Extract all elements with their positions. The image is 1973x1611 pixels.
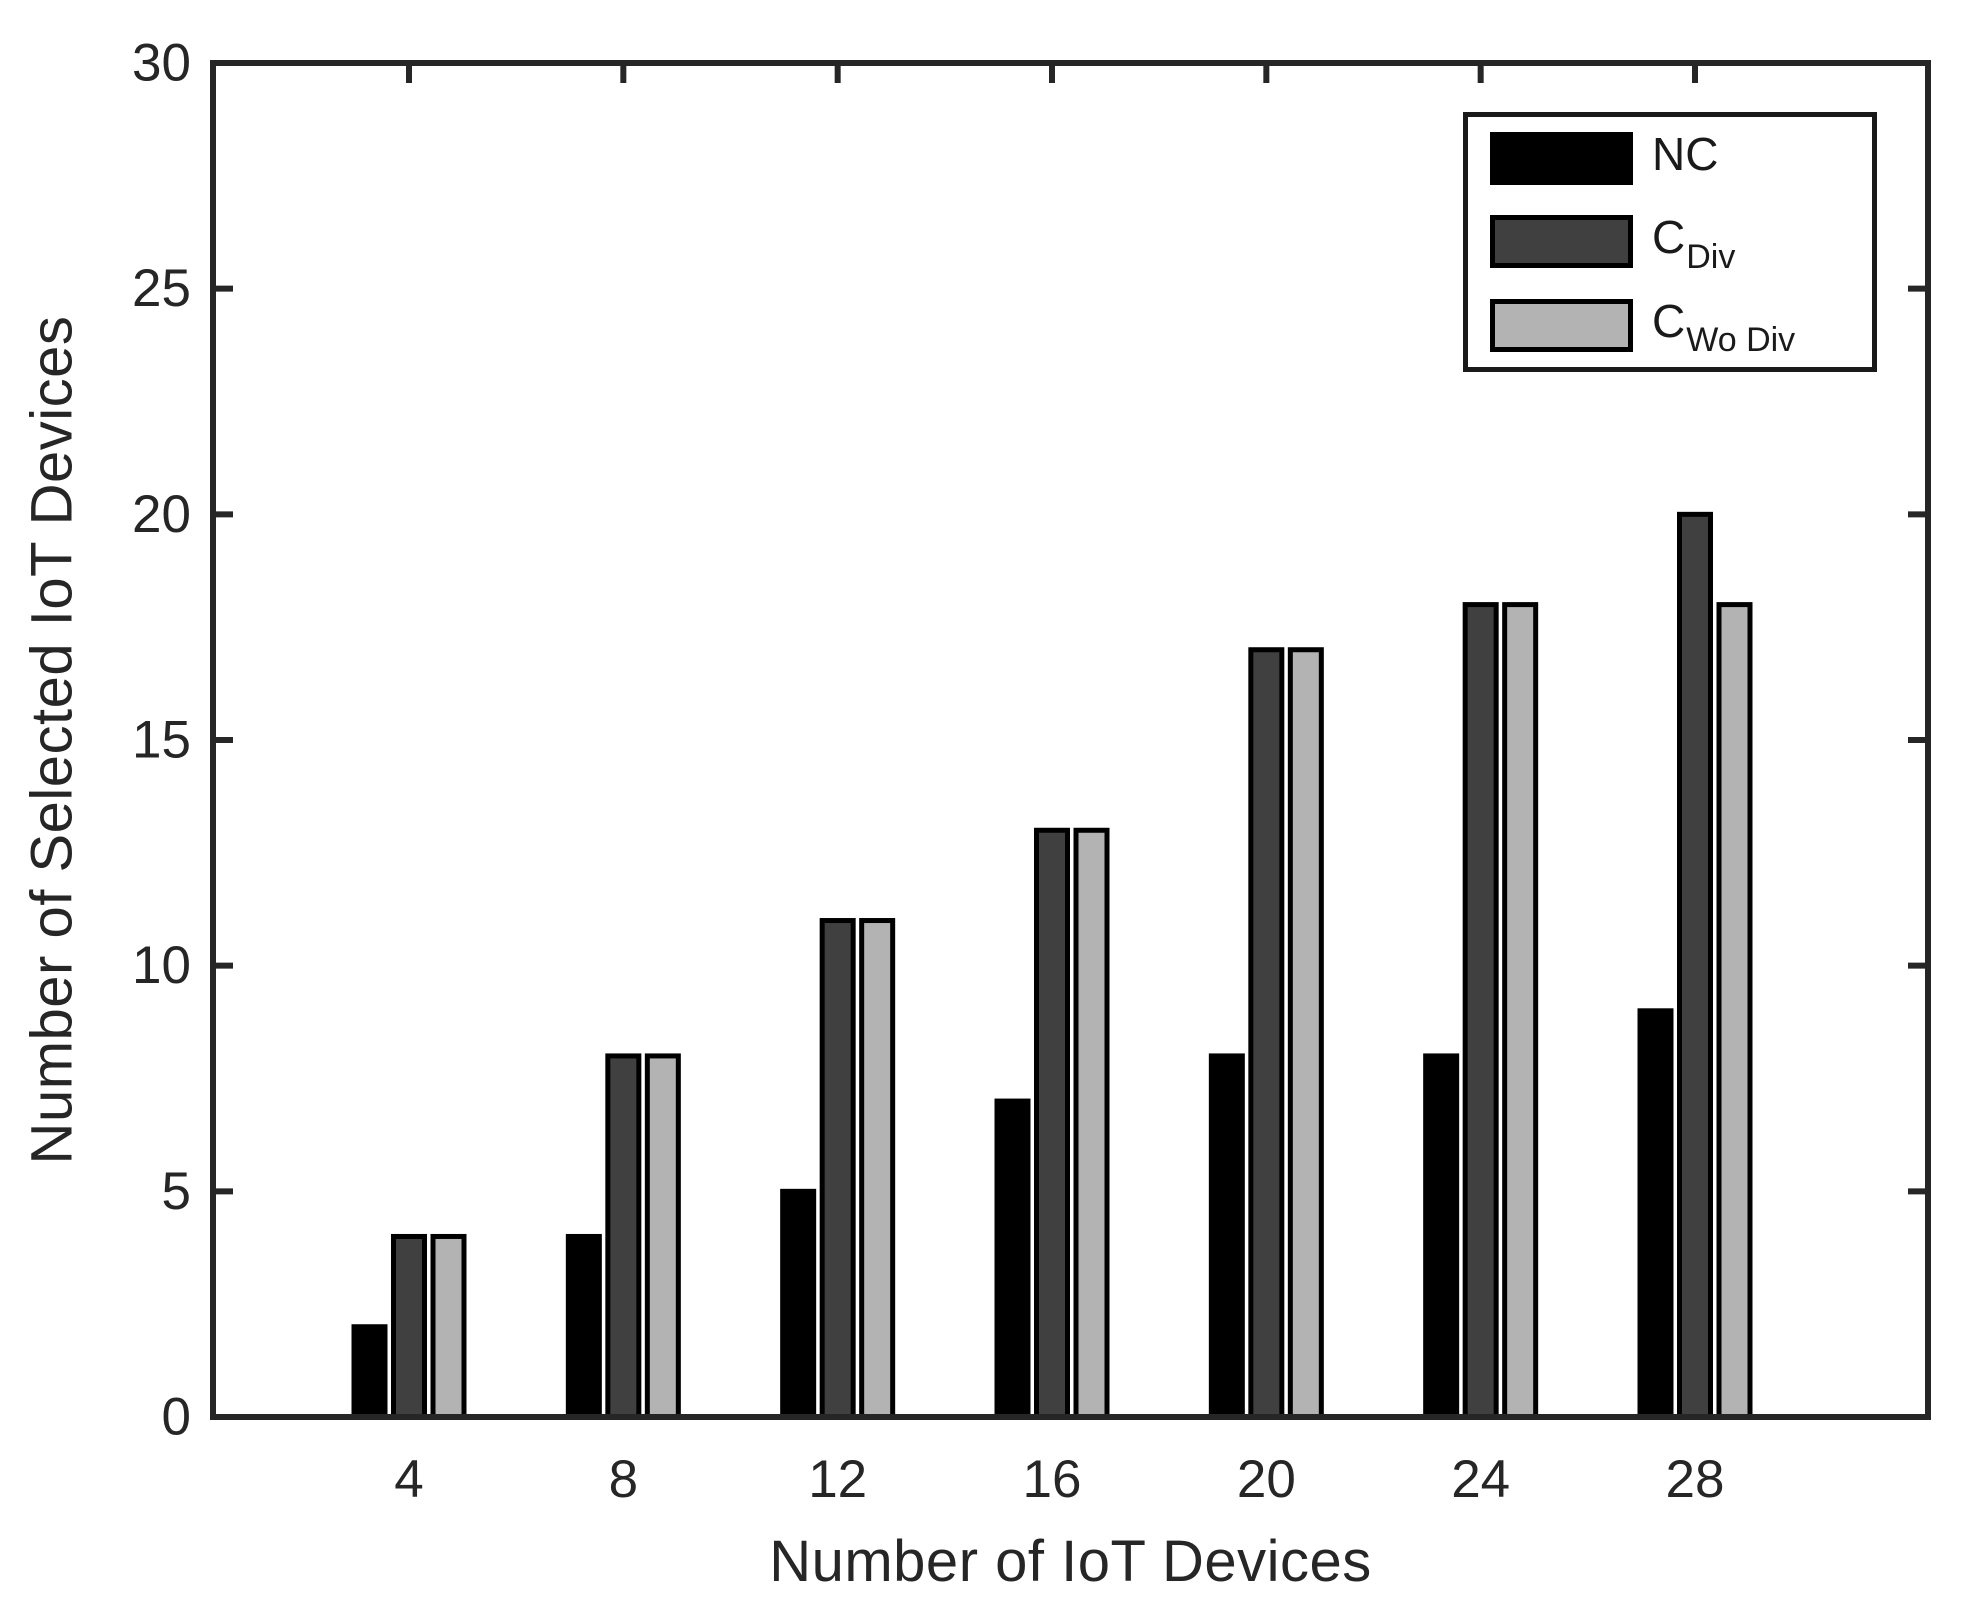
bar-cwodiv-12 bbox=[859, 918, 896, 1420]
legend-label-cdiv: CDiv bbox=[1652, 211, 1735, 273]
bar-nc-20 bbox=[1208, 1053, 1245, 1420]
plot-frame bbox=[210, 60, 1931, 1420]
bar-nc-12 bbox=[780, 1188, 817, 1420]
bar-cwodiv-8 bbox=[644, 1053, 681, 1420]
x-tick-label-4: 4 bbox=[394, 1450, 423, 1509]
y-tick-label-10: 10 bbox=[132, 936, 191, 995]
bar-nc-8 bbox=[565, 1233, 602, 1420]
bar-cdiv-8 bbox=[605, 1053, 642, 1420]
x-tick-label-24: 24 bbox=[1451, 1450, 1510, 1509]
legend-label-cwodiv: CWo Div bbox=[1652, 294, 1795, 357]
legend: NC CDiv CWo Div bbox=[1463, 112, 1877, 372]
bar-cdiv-16 bbox=[1034, 827, 1070, 1420]
bar-cwodiv-16 bbox=[1073, 827, 1110, 1420]
bar-nc-4 bbox=[351, 1324, 388, 1420]
x-tick-label-8: 8 bbox=[609, 1450, 638, 1509]
legend-label-main: C bbox=[1652, 294, 1686, 347]
y-tick-label-25: 25 bbox=[132, 259, 191, 318]
bar-cdiv-4 bbox=[391, 1233, 427, 1420]
x-tick-label-16: 16 bbox=[1023, 1450, 1082, 1509]
bar-nc-16 bbox=[994, 1098, 1031, 1420]
legend-entry-cdiv: CDiv bbox=[1468, 200, 1872, 283]
legend-label-main: C bbox=[1652, 211, 1686, 264]
bar-nc-24 bbox=[1423, 1053, 1460, 1420]
y-tick-label-30: 30 bbox=[132, 34, 191, 93]
bar-cdiv-24 bbox=[1462, 602, 1499, 1420]
y-tick-label-5: 5 bbox=[162, 1162, 191, 1221]
y-tick-label-20: 20 bbox=[132, 485, 191, 544]
x-tick-label-12: 12 bbox=[808, 1450, 867, 1509]
bar-cwodiv-20 bbox=[1287, 647, 1324, 1420]
legend-label-sub: Wo Div bbox=[1686, 320, 1796, 359]
bar-cwodiv-28 bbox=[1716, 602, 1753, 1420]
bar-cdiv-28 bbox=[1677, 511, 1713, 1420]
legend-label-nc: NC bbox=[1652, 131, 1718, 186]
y-tick-label-0: 0 bbox=[162, 1388, 191, 1447]
legend-label-main: NC bbox=[1652, 128, 1719, 181]
legend-swatch-cwodiv bbox=[1490, 298, 1633, 352]
legend-entry-nc: NC bbox=[1468, 117, 1872, 200]
x-axis-label: Number of IoT Devices bbox=[769, 1529, 1372, 1594]
x-tick-label-28: 28 bbox=[1666, 1450, 1725, 1509]
bar-cdiv-20 bbox=[1248, 647, 1285, 1420]
y-axis-label: Number of Selected IoT Devices bbox=[19, 315, 85, 1165]
x-tick-label-20: 20 bbox=[1237, 1450, 1296, 1509]
bar-cdiv-12 bbox=[819, 918, 856, 1420]
bar-cwodiv-24 bbox=[1502, 602, 1539, 1420]
bar-nc-28 bbox=[1637, 1008, 1674, 1420]
legend-swatch-nc bbox=[1490, 132, 1633, 186]
y-tick-label-15: 15 bbox=[132, 711, 191, 770]
legend-label-sub: Div bbox=[1686, 237, 1736, 276]
legend-entry-cwodiv: CWo Div bbox=[1468, 284, 1872, 367]
bar-cwodiv-4 bbox=[430, 1233, 467, 1420]
legend-swatch-cdiv bbox=[1490, 215, 1633, 269]
